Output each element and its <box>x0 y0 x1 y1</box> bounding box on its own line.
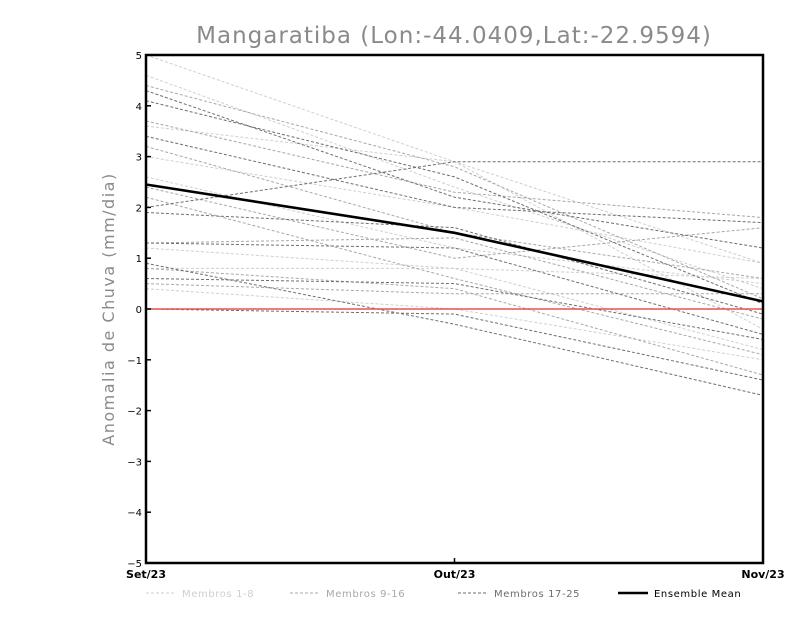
series-line-member-23 <box>145 262 764 396</box>
series-line-member-21 <box>145 212 764 315</box>
series-line-member-19 <box>145 135 764 224</box>
ensemble-mean-layer <box>145 183 764 303</box>
series-line-member-6 <box>145 247 764 351</box>
series-line-member-22 <box>145 242 764 335</box>
x-tick-label: Out/23 <box>434 568 476 581</box>
series-line-ensemble-mean <box>145 183 764 303</box>
y-tick-label: 0 <box>136 305 142 316</box>
series-line-member-13 <box>145 196 764 356</box>
y-tick-label: −1 <box>127 356 142 367</box>
series-layer <box>145 54 764 396</box>
y-tick-label: 5 <box>136 51 142 62</box>
legend-label: Membros 9-16 <box>326 589 405 600</box>
series-line-member-20 <box>145 161 763 208</box>
x-axis: Set/23 Out/23 Nov/23 <box>126 558 785 581</box>
y-tick-label: −5 <box>127 559 142 570</box>
x-tick-label: Set/23 <box>126 568 166 581</box>
series-line-member-3 <box>145 125 764 330</box>
y-axis: −5 −4 −3 −2 −1 0 1 2 3 4 5 <box>127 51 151 570</box>
series-line-member-9 <box>145 85 764 300</box>
series-line-member-7 <box>146 267 764 279</box>
series-line-member-16 <box>145 283 763 295</box>
series-line-member-25 <box>145 308 764 381</box>
x-tick-label: Nov/23 <box>741 568 784 581</box>
series-line-member-12 <box>145 186 764 259</box>
legend-label: Membros 17-25 <box>494 589 580 600</box>
y-tick-label: −4 <box>127 508 142 519</box>
series-line-member-14 <box>145 237 764 320</box>
y-tick-label: 3 <box>136 153 142 164</box>
legend-label: Ensemble Mean <box>654 589 741 600</box>
series-line-member-8 <box>145 288 764 361</box>
series-line-member-24 <box>145 278 764 340</box>
legend: Membros 1-8 Membros 9-16 Membros 17-25 Ense… <box>146 589 741 600</box>
series-line-member-15 <box>145 267 764 376</box>
y-tick-label: 2 <box>136 203 142 214</box>
chart-title: Mangaratiba (Lon:-44.0409,Lat:-22.9594) <box>196 23 712 49</box>
y-axis-label: Anomalia de Chuva (mm/dia) <box>99 172 118 445</box>
series-line-member-17 <box>145 90 764 249</box>
y-tick-label: −2 <box>127 407 142 418</box>
y-tick-label: 4 <box>136 102 142 113</box>
legend-label: Membros 1-8 <box>182 589 254 600</box>
series-line-member-10 <box>145 120 764 219</box>
series-line-member-5 <box>145 176 764 285</box>
series-line-member-2 <box>145 74 764 290</box>
y-tick-label: −3 <box>127 457 142 468</box>
y-tick-label: 1 <box>136 254 142 265</box>
series-line-member-18 <box>145 100 764 305</box>
